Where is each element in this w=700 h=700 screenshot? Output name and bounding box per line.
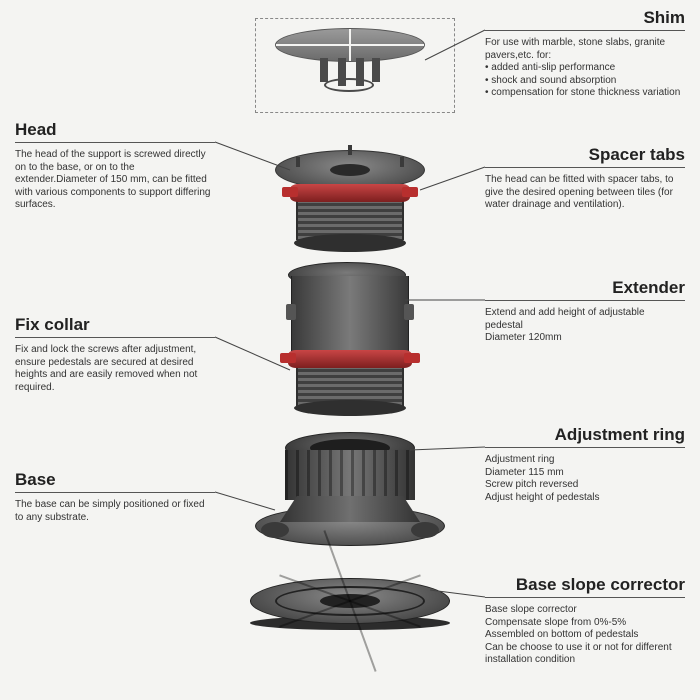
label-head-body: The head of the support is screwed direc… [15,149,215,212]
label-head: Head The head of the support is screwed … [15,120,215,212]
label-base-slope-corrector: Base slope corrector Base slope correcto… [485,575,685,667]
label-shim-title: Shim [485,8,685,31]
label-base-slope-corrector-title: Base slope corrector [485,575,685,598]
part-shim [275,28,425,62]
label-extender: Extender Extend and add height of adjust… [485,278,685,345]
label-spacer-tabs: Spacer tabs The head can be fitted with … [485,145,685,212]
part-slope-corrector [250,578,450,630]
label-base-slope-corrector-body: Base slope corrector Compensate slope fr… [485,604,685,667]
part-head [275,150,425,252]
label-adjustment-ring: Adjustment ring Adjustment ring Diameter… [485,425,685,504]
label-base-body: The base can be simply positioned or fix… [15,499,215,524]
label-base: Base The base can be simply positioned o… [15,470,215,524]
label-spacer-tabs-title: Spacer tabs [485,145,685,168]
label-adjustment-ring-title: Adjustment ring [485,425,685,448]
part-extender [288,262,412,416]
label-spacer-tabs-body: The head can be fitted with spacer tabs,… [485,174,685,212]
label-head-title: Head [15,120,215,143]
label-base-title: Base [15,470,215,493]
label-fix-collar-body: Fix and lock the screws after adjustment… [15,344,215,394]
label-adjustment-ring-body: Adjustment ring Diameter 115 mm Screw pi… [485,454,685,504]
part-base-assembly [255,432,445,536]
label-extender-body: Extend and add height of adjustable pede… [485,307,685,345]
label-fix-collar-title: Fix collar [15,315,215,338]
label-shim-body: For use with marble, stone slabs, granit… [485,37,685,100]
label-fix-collar: Fix collar Fix and lock the screws after… [15,315,215,394]
label-extender-title: Extender [485,278,685,301]
label-shim: Shim For use with marble, stone slabs, g… [485,8,685,100]
